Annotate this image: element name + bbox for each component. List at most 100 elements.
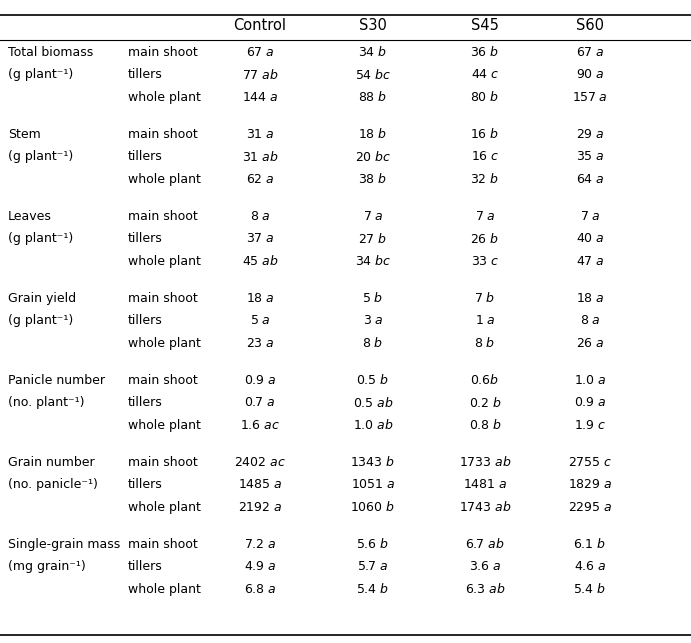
Text: whole plant: whole plant	[128, 91, 201, 104]
Text: S30: S30	[359, 17, 387, 33]
Text: 20 $\it{bc}$: 20 $\it{bc}$	[354, 150, 391, 164]
Text: 90 $\it{a}$: 90 $\it{a}$	[576, 68, 605, 82]
Text: 47 $\it{a}$: 47 $\it{a}$	[576, 255, 605, 268]
Text: S60: S60	[576, 17, 604, 33]
Text: 1733 $\it{ab}$: 1733 $\it{ab}$	[459, 455, 511, 469]
Text: 33 $\it{c}$: 33 $\it{c}$	[471, 255, 500, 268]
Text: main shoot: main shoot	[128, 210, 198, 223]
Text: S45: S45	[471, 17, 499, 33]
Text: whole plant: whole plant	[128, 255, 201, 268]
Text: 35 $\it{a}$: 35 $\it{a}$	[576, 150, 605, 163]
Text: 0.7 $\it{a}$: 0.7 $\it{a}$	[244, 396, 276, 410]
Text: main shoot: main shoot	[128, 46, 198, 59]
Text: (mg grain⁻¹): (mg grain⁻¹)	[8, 561, 86, 574]
Text: 7 $\it{a}$: 7 $\it{a}$	[580, 210, 600, 223]
Text: 7 $\it{a}$: 7 $\it{a}$	[363, 210, 384, 223]
Text: 0.2 $\it{b}$: 0.2 $\it{b}$	[468, 396, 501, 410]
Text: 7.2 $\it{a}$: 7.2 $\it{a}$	[244, 538, 276, 551]
Text: 67 $\it{a}$: 67 $\it{a}$	[576, 46, 605, 59]
Text: 34 $\it{b}$: 34 $\it{b}$	[359, 46, 388, 59]
Text: tillers: tillers	[128, 232, 163, 246]
Text: tillers: tillers	[128, 478, 163, 491]
Text: 2295 $\it{a}$: 2295 $\it{a}$	[568, 501, 612, 514]
Text: 80 $\it{b}$: 80 $\it{b}$	[471, 91, 500, 104]
Text: 31 $\it{ab}$: 31 $\it{ab}$	[242, 150, 278, 164]
Text: 37 $\it{a}$: 37 $\it{a}$	[245, 232, 274, 246]
Text: Grain yield: Grain yield	[8, 292, 76, 305]
Text: 1 $\it{a}$: 1 $\it{a}$	[475, 314, 495, 327]
Text: 2402 $\it{ac}$: 2402 $\it{ac}$	[234, 456, 286, 469]
Text: 6.7 $\it{ab}$: 6.7 $\it{ab}$	[465, 538, 505, 552]
Text: 0.5 $\it{ab}$: 0.5 $\it{ab}$	[352, 396, 393, 410]
Text: whole plant: whole plant	[128, 501, 201, 514]
Text: 38 $\it{b}$: 38 $\it{b}$	[359, 172, 388, 186]
Text: 1.9 $\it{c}$: 1.9 $\it{c}$	[574, 419, 606, 432]
Text: 8 $\it{a}$: 8 $\it{a}$	[580, 314, 600, 327]
Text: Panicle number: Panicle number	[8, 374, 105, 387]
Text: 40 $\it{a}$: 40 $\it{a}$	[576, 232, 605, 246]
Text: 1.6 $\it{ac}$: 1.6 $\it{ac}$	[240, 419, 280, 432]
Text: 1485 $\it{a}$: 1485 $\it{a}$	[238, 478, 283, 491]
Text: (g plant⁻¹): (g plant⁻¹)	[8, 232, 73, 246]
Text: Single-grain mass: Single-grain mass	[8, 538, 120, 551]
Text: 18 $\it{a}$: 18 $\it{a}$	[245, 292, 274, 305]
Text: tillers: tillers	[128, 314, 163, 327]
Text: 4.6 $\it{a}$: 4.6 $\it{a}$	[574, 561, 606, 574]
Text: main shoot: main shoot	[128, 456, 198, 469]
Text: 54 $\it{bc}$: 54 $\it{bc}$	[354, 68, 391, 82]
Text: 8 $\it{b}$: 8 $\it{b}$	[474, 336, 495, 350]
Text: main shoot: main shoot	[128, 374, 198, 387]
Text: Total biomass: Total biomass	[8, 46, 93, 59]
Text: Grain number: Grain number	[8, 456, 95, 469]
Text: 1060 $\it{b}$: 1060 $\it{b}$	[350, 500, 395, 514]
Text: 6.1 $\it{b}$: 6.1 $\it{b}$	[574, 538, 607, 552]
Text: 1051 $\it{a}$: 1051 $\it{a}$	[351, 478, 395, 491]
Text: 7 $\it{a}$: 7 $\it{a}$	[475, 210, 495, 223]
Text: 1829 $\it{a}$: 1829 $\it{a}$	[568, 478, 612, 491]
Text: 3.6 $\it{a}$: 3.6 $\it{a}$	[468, 561, 502, 574]
Text: whole plant: whole plant	[128, 583, 201, 596]
Text: 2755 $\it{c}$: 2755 $\it{c}$	[568, 456, 612, 469]
Text: tillers: tillers	[128, 150, 163, 163]
Text: (g plant⁻¹): (g plant⁻¹)	[8, 150, 73, 163]
Text: 77 $\it{ab}$: 77 $\it{ab}$	[242, 68, 278, 82]
Text: main shoot: main shoot	[128, 538, 198, 551]
Text: 5 $\it{b}$: 5 $\it{b}$	[362, 291, 384, 305]
Text: 64 $\it{a}$: 64 $\it{a}$	[576, 173, 605, 186]
Text: (no. panicle⁻¹): (no. panicle⁻¹)	[8, 478, 98, 491]
Text: (g plant⁻¹): (g plant⁻¹)	[8, 314, 73, 327]
Text: 5.4 $\it{b}$: 5.4 $\it{b}$	[574, 583, 607, 596]
Text: whole plant: whole plant	[128, 337, 201, 350]
Text: 1343 $\it{b}$: 1343 $\it{b}$	[350, 455, 395, 469]
Text: Leaves: Leaves	[8, 210, 52, 223]
Text: 5.4 $\it{b}$: 5.4 $\it{b}$	[357, 583, 390, 596]
Text: whole plant: whole plant	[128, 419, 201, 432]
Text: 1.0 $\it{ab}$: 1.0 $\it{ab}$	[352, 419, 393, 432]
Text: 88 $\it{b}$: 88 $\it{b}$	[359, 91, 388, 104]
Text: 26 $\it{a}$: 26 $\it{a}$	[576, 337, 605, 350]
Text: 157 $\it{a}$: 157 $\it{a}$	[572, 91, 608, 104]
Text: 32 $\it{b}$: 32 $\it{b}$	[471, 172, 500, 186]
Text: 0.8 $\it{b}$: 0.8 $\it{b}$	[468, 419, 502, 432]
Text: tillers: tillers	[128, 396, 163, 410]
Text: 6.3 $\it{ab}$: 6.3 $\it{ab}$	[464, 583, 505, 596]
Text: 31 $\it{a}$: 31 $\it{a}$	[245, 128, 274, 141]
Text: 26 $\it{b}$: 26 $\it{b}$	[471, 232, 500, 246]
Text: 44 $\it{c}$: 44 $\it{c}$	[471, 68, 500, 82]
Text: 36 $\it{b}$: 36 $\it{b}$	[471, 46, 500, 59]
Text: 5 $\it{a}$: 5 $\it{a}$	[249, 314, 270, 327]
Text: main shoot: main shoot	[128, 128, 198, 141]
Text: 0.6$\it{b}$: 0.6$\it{b}$	[471, 374, 500, 387]
Text: main shoot: main shoot	[128, 292, 198, 305]
Text: 67 $\it{a}$: 67 $\it{a}$	[245, 46, 274, 59]
Text: 6.8 $\it{a}$: 6.8 $\it{a}$	[244, 583, 276, 596]
Text: (no. plant⁻¹): (no. plant⁻¹)	[8, 396, 84, 410]
Text: 144 $\it{a}$: 144 $\it{a}$	[242, 91, 278, 104]
Text: tillers: tillers	[128, 561, 163, 574]
Text: 1481 $\it{a}$: 1481 $\it{a}$	[463, 478, 507, 491]
Text: 18 $\it{b}$: 18 $\it{b}$	[359, 127, 388, 141]
Text: tillers: tillers	[128, 68, 163, 82]
Text: 7 $\it{b}$: 7 $\it{b}$	[474, 291, 495, 305]
Text: 2192 $\it{a}$: 2192 $\it{a}$	[238, 501, 282, 514]
Text: 27 $\it{b}$: 27 $\it{b}$	[359, 232, 388, 246]
